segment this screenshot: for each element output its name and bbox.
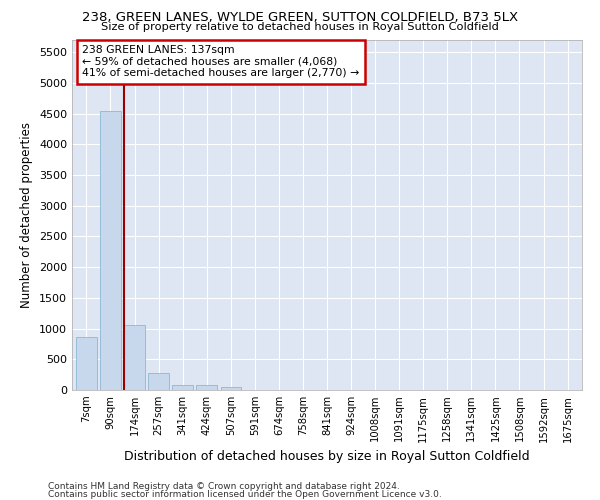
Bar [221,386,241,390]
Bar [148,373,169,390]
Text: 238 GREEN LANES: 137sqm
← 59% of detached houses are smaller (4,068)
41% of semi: 238 GREEN LANES: 137sqm ← 59% of detache… [82,46,359,78]
Bar [172,385,193,390]
Text: 238, GREEN LANES, WYLDE GREEN, SUTTON COLDFIELD, B73 5LX: 238, GREEN LANES, WYLDE GREEN, SUTTON CO… [82,11,518,24]
Bar [100,110,121,390]
Y-axis label: Number of detached properties: Number of detached properties [20,122,34,308]
Bar [76,336,97,390]
Bar [124,325,145,390]
Text: Contains public sector information licensed under the Open Government Licence v3: Contains public sector information licen… [48,490,442,499]
Text: Size of property relative to detached houses in Royal Sutton Coldfield: Size of property relative to detached ho… [101,22,499,32]
X-axis label: Distribution of detached houses by size in Royal Sutton Coldfield: Distribution of detached houses by size … [124,450,530,463]
Text: Contains HM Land Registry data © Crown copyright and database right 2024.: Contains HM Land Registry data © Crown c… [48,482,400,491]
Bar [196,386,217,390]
